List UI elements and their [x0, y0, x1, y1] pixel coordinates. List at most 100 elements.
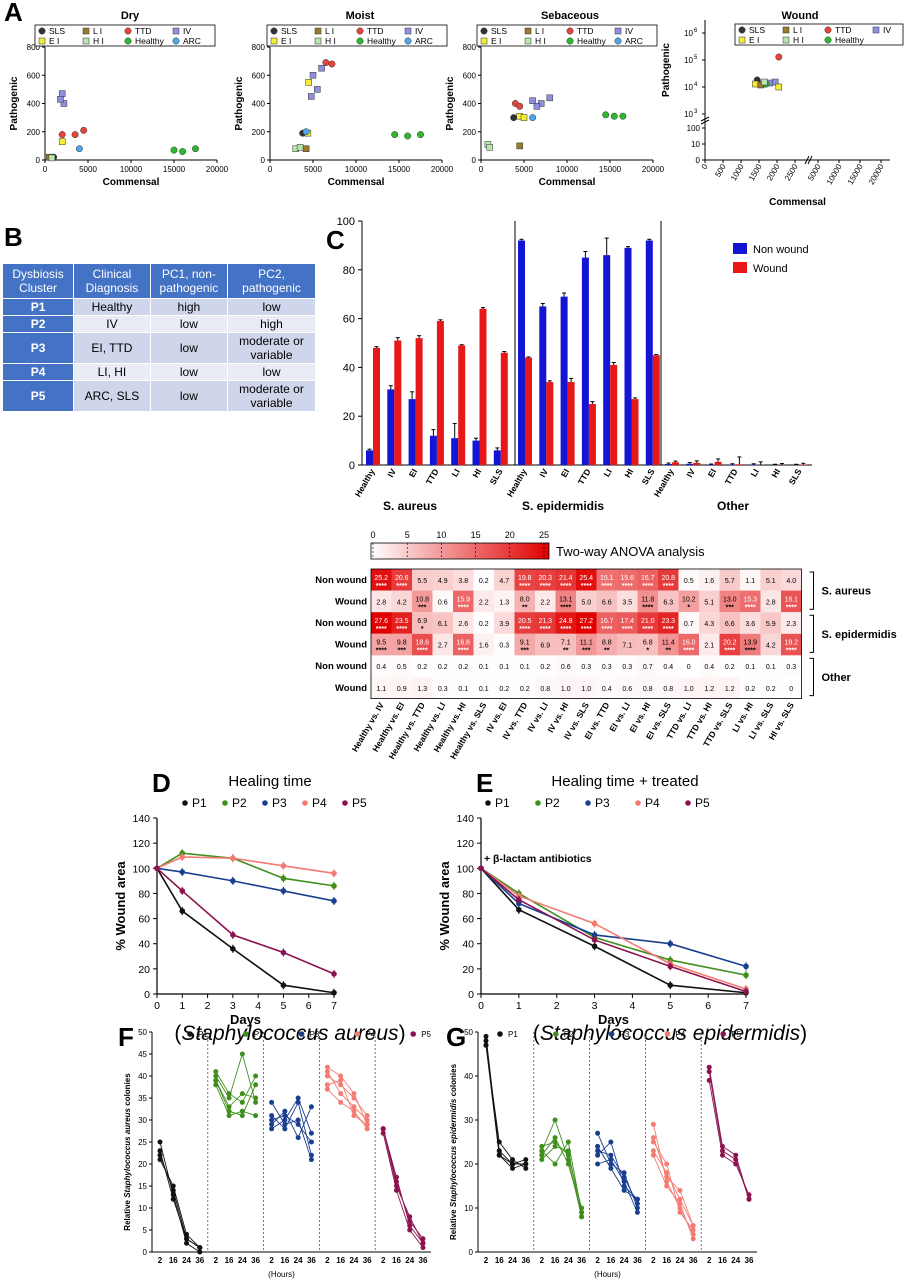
bar-non-wound — [603, 255, 611, 465]
bar-non-wound — [472, 440, 480, 465]
x-axis-label: Commensal — [103, 177, 160, 188]
scatter-point — [302, 128, 310, 136]
table-cell: low — [149, 380, 229, 412]
heatmap-value: 15.6 — [620, 575, 634, 582]
data-point — [308, 1157, 314, 1163]
heatmap-significance: **** — [642, 626, 653, 633]
table-cell: ARC, SLS — [73, 380, 151, 412]
heatmap-cell — [535, 633, 556, 656]
data-point — [253, 1082, 259, 1088]
data-point — [552, 1117, 558, 1123]
legend-marker — [782, 36, 790, 44]
data-point — [157, 1139, 163, 1145]
heatmap-value: 16.7 — [641, 575, 655, 582]
heatmap-cell — [719, 677, 740, 699]
table-row: P1 Healthy high low — [1, 298, 316, 316]
data-point — [483, 1042, 489, 1048]
x-tick-label: 0 — [478, 1000, 484, 1012]
data-point — [407, 1227, 413, 1233]
heatmap-value: 0.5 — [684, 578, 694, 585]
data-point — [706, 1064, 712, 1070]
y-label-species: Staphylococcus epidermidis — [449, 1098, 458, 1207]
heatmap-cell — [678, 590, 699, 613]
legend-marker — [608, 1031, 615, 1037]
panel-label-g: G — [446, 1022, 467, 1052]
y-tick-label: 10 — [684, 56, 693, 65]
heatmap-cell — [596, 633, 617, 656]
x-tick-label: 0 — [154, 1000, 160, 1012]
x-axis-label: Commensal — [539, 177, 596, 188]
heatmap-cell — [699, 655, 720, 677]
data-point — [690, 1227, 696, 1233]
y-tick-label: 200 — [463, 128, 477, 137]
data-point — [677, 1201, 683, 1207]
colony-line — [327, 1066, 368, 1125]
panel-f-title-species: Staphylococcus aureus — [181, 1022, 399, 1045]
scatter-point — [761, 78, 768, 86]
scatter-point — [170, 146, 178, 154]
y-tick-label: 40 — [343, 362, 355, 374]
legend-marker — [356, 37, 364, 45]
heatmap-cell — [494, 612, 515, 634]
heatmap-value: 5.9 — [766, 621, 776, 628]
heatmap-value: 0.2 — [745, 686, 755, 693]
y-tick-label: 200 — [27, 128, 41, 137]
y-axis-label: % Wound area — [437, 861, 452, 951]
heatmap-value: 9.8 — [397, 640, 407, 647]
colony-line — [652, 1155, 694, 1239]
y-tick-label: 15 — [138, 1182, 147, 1191]
table-row: P2 IV low high — [1, 315, 316, 333]
data-point — [226, 1095, 232, 1101]
x-tick-label: 7 — [743, 1000, 749, 1012]
data-point — [634, 1201, 640, 1207]
legend-label: ARC — [625, 36, 643, 46]
data-point — [226, 1091, 232, 1097]
legend-label: IV — [183, 26, 191, 36]
heatmap-significance: **** — [663, 583, 674, 590]
heatmap-cell — [781, 655, 802, 677]
scatter-point — [179, 148, 187, 155]
scatter-point — [391, 131, 399, 139]
heatmap-significance: ** — [666, 648, 672, 655]
x-tick-label: 16 — [551, 1256, 560, 1265]
colony-line — [485, 1040, 526, 1165]
data-point — [253, 1113, 259, 1119]
heatmap-cell — [740, 633, 761, 656]
heatmap-value: 0.3 — [438, 686, 448, 693]
panel-f-title-close: ) — [398, 1022, 406, 1045]
bar-wound — [436, 321, 444, 465]
data-point — [308, 1104, 314, 1110]
y-axis-label: Pathogenic — [234, 76, 245, 130]
heatmap-value: 11.8 — [641, 596, 654, 603]
heatmap-value: 0.5 — [397, 664, 407, 671]
legend-marker — [302, 800, 308, 806]
heatmap-cell — [678, 612, 699, 634]
heatmap-value: 13.1 — [559, 596, 573, 603]
legend-marker — [410, 1031, 417, 1037]
y-axis-label: Pathogenic — [9, 76, 20, 130]
data-point — [733, 1152, 739, 1158]
data-point — [677, 1187, 683, 1193]
scatter-point — [308, 93, 315, 100]
x-axis-label: Commensal — [328, 177, 385, 188]
y-label-part: colonies — [449, 1063, 458, 1098]
x-tick-label: 2 — [595, 1256, 600, 1265]
scatter-point — [516, 102, 524, 110]
heatmap-value: 20.6 — [395, 575, 409, 582]
data-point — [295, 1095, 301, 1101]
heatmap-value: 0.2 — [458, 664, 468, 671]
y-tick-label: 0 — [36, 156, 41, 165]
legend-marker — [38, 37, 46, 45]
heatmap-significance: **** — [396, 626, 407, 633]
scatter-point — [314, 86, 321, 93]
legend-marker — [824, 36, 832, 44]
heatmap-value: 0.4 — [663, 664, 673, 671]
heatmap-value: 15.9 — [456, 596, 470, 603]
legend-marker — [524, 37, 532, 45]
data-point — [539, 1143, 545, 1149]
heatmap-value: 8.0 — [520, 596, 530, 603]
bar-non-wound — [429, 435, 437, 465]
data-point — [650, 1148, 656, 1154]
y-axis-label: Pathogenic — [445, 76, 456, 130]
x-tick-label: 24 — [620, 1256, 629, 1265]
